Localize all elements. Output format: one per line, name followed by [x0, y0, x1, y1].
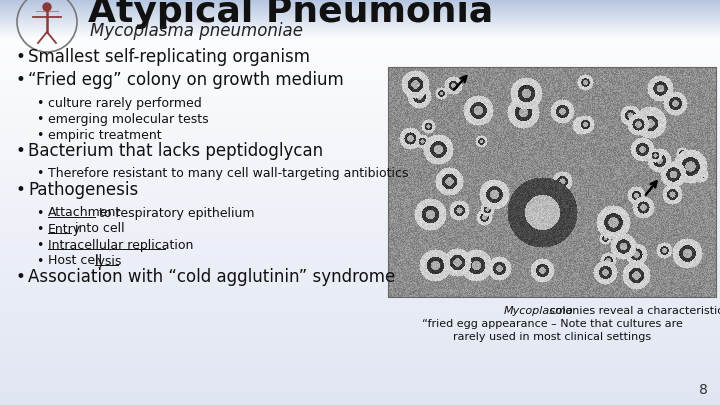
Text: •: •	[16, 181, 26, 199]
Text: into cell: into cell	[71, 222, 125, 235]
Text: culture rarely performed: culture rarely performed	[48, 96, 202, 109]
Text: Smallest self-replicating organism: Smallest self-replicating organism	[28, 48, 310, 66]
Text: •: •	[36, 168, 43, 181]
Text: •: •	[16, 48, 26, 66]
Text: 8: 8	[699, 383, 708, 397]
Text: •: •	[36, 207, 43, 220]
Text: Atypical Pneumonia: Atypical Pneumonia	[88, 0, 493, 29]
Text: lysis: lysis	[95, 254, 122, 267]
Text: •: •	[36, 239, 43, 252]
Text: Therefore resistant to many cell wall-targeting antibiotics: Therefore resistant to many cell wall-ta…	[48, 168, 408, 181]
Text: •: •	[36, 96, 43, 109]
Text: colonies reveal a characteristic: colonies reveal a characteristic	[546, 306, 720, 316]
Text: to respiratory epithelium: to respiratory epithelium	[95, 207, 254, 220]
Text: Entry: Entry	[48, 222, 81, 235]
Text: Host cell: Host cell	[48, 254, 106, 267]
Text: empiric treatment: empiric treatment	[48, 128, 161, 141]
Text: •: •	[16, 71, 26, 89]
Text: •: •	[36, 222, 43, 235]
Bar	[388, 67, 716, 297]
Text: “Fried egg” colony on growth medium: “Fried egg” colony on growth medium	[28, 71, 343, 89]
Text: emerging molecular tests: emerging molecular tests	[48, 113, 209, 126]
Text: Bacterium that lacks peptidoglycan: Bacterium that lacks peptidoglycan	[28, 142, 323, 160]
Text: Attachment: Attachment	[48, 207, 121, 220]
Text: Mycoplasma pneumoniae: Mycoplasma pneumoniae	[90, 22, 303, 40]
Circle shape	[43, 3, 51, 11]
Text: rarely used in most clinical settings: rarely used in most clinical settings	[453, 332, 651, 342]
Text: Association with “cold agglutinin” syndrome: Association with “cold agglutinin” syndr…	[28, 268, 395, 286]
Text: “fried egg appearance – Note that cultures are: “fried egg appearance – Note that cultur…	[422, 319, 683, 329]
Text: •: •	[16, 142, 26, 160]
Text: •: •	[16, 268, 26, 286]
Text: •: •	[36, 254, 43, 267]
Text: Intracellular replication: Intracellular replication	[48, 239, 194, 252]
Text: Mycoplasma: Mycoplasma	[504, 306, 574, 316]
Text: Pathogenesis: Pathogenesis	[28, 181, 138, 199]
Text: •: •	[36, 128, 43, 141]
Text: •: •	[36, 113, 43, 126]
